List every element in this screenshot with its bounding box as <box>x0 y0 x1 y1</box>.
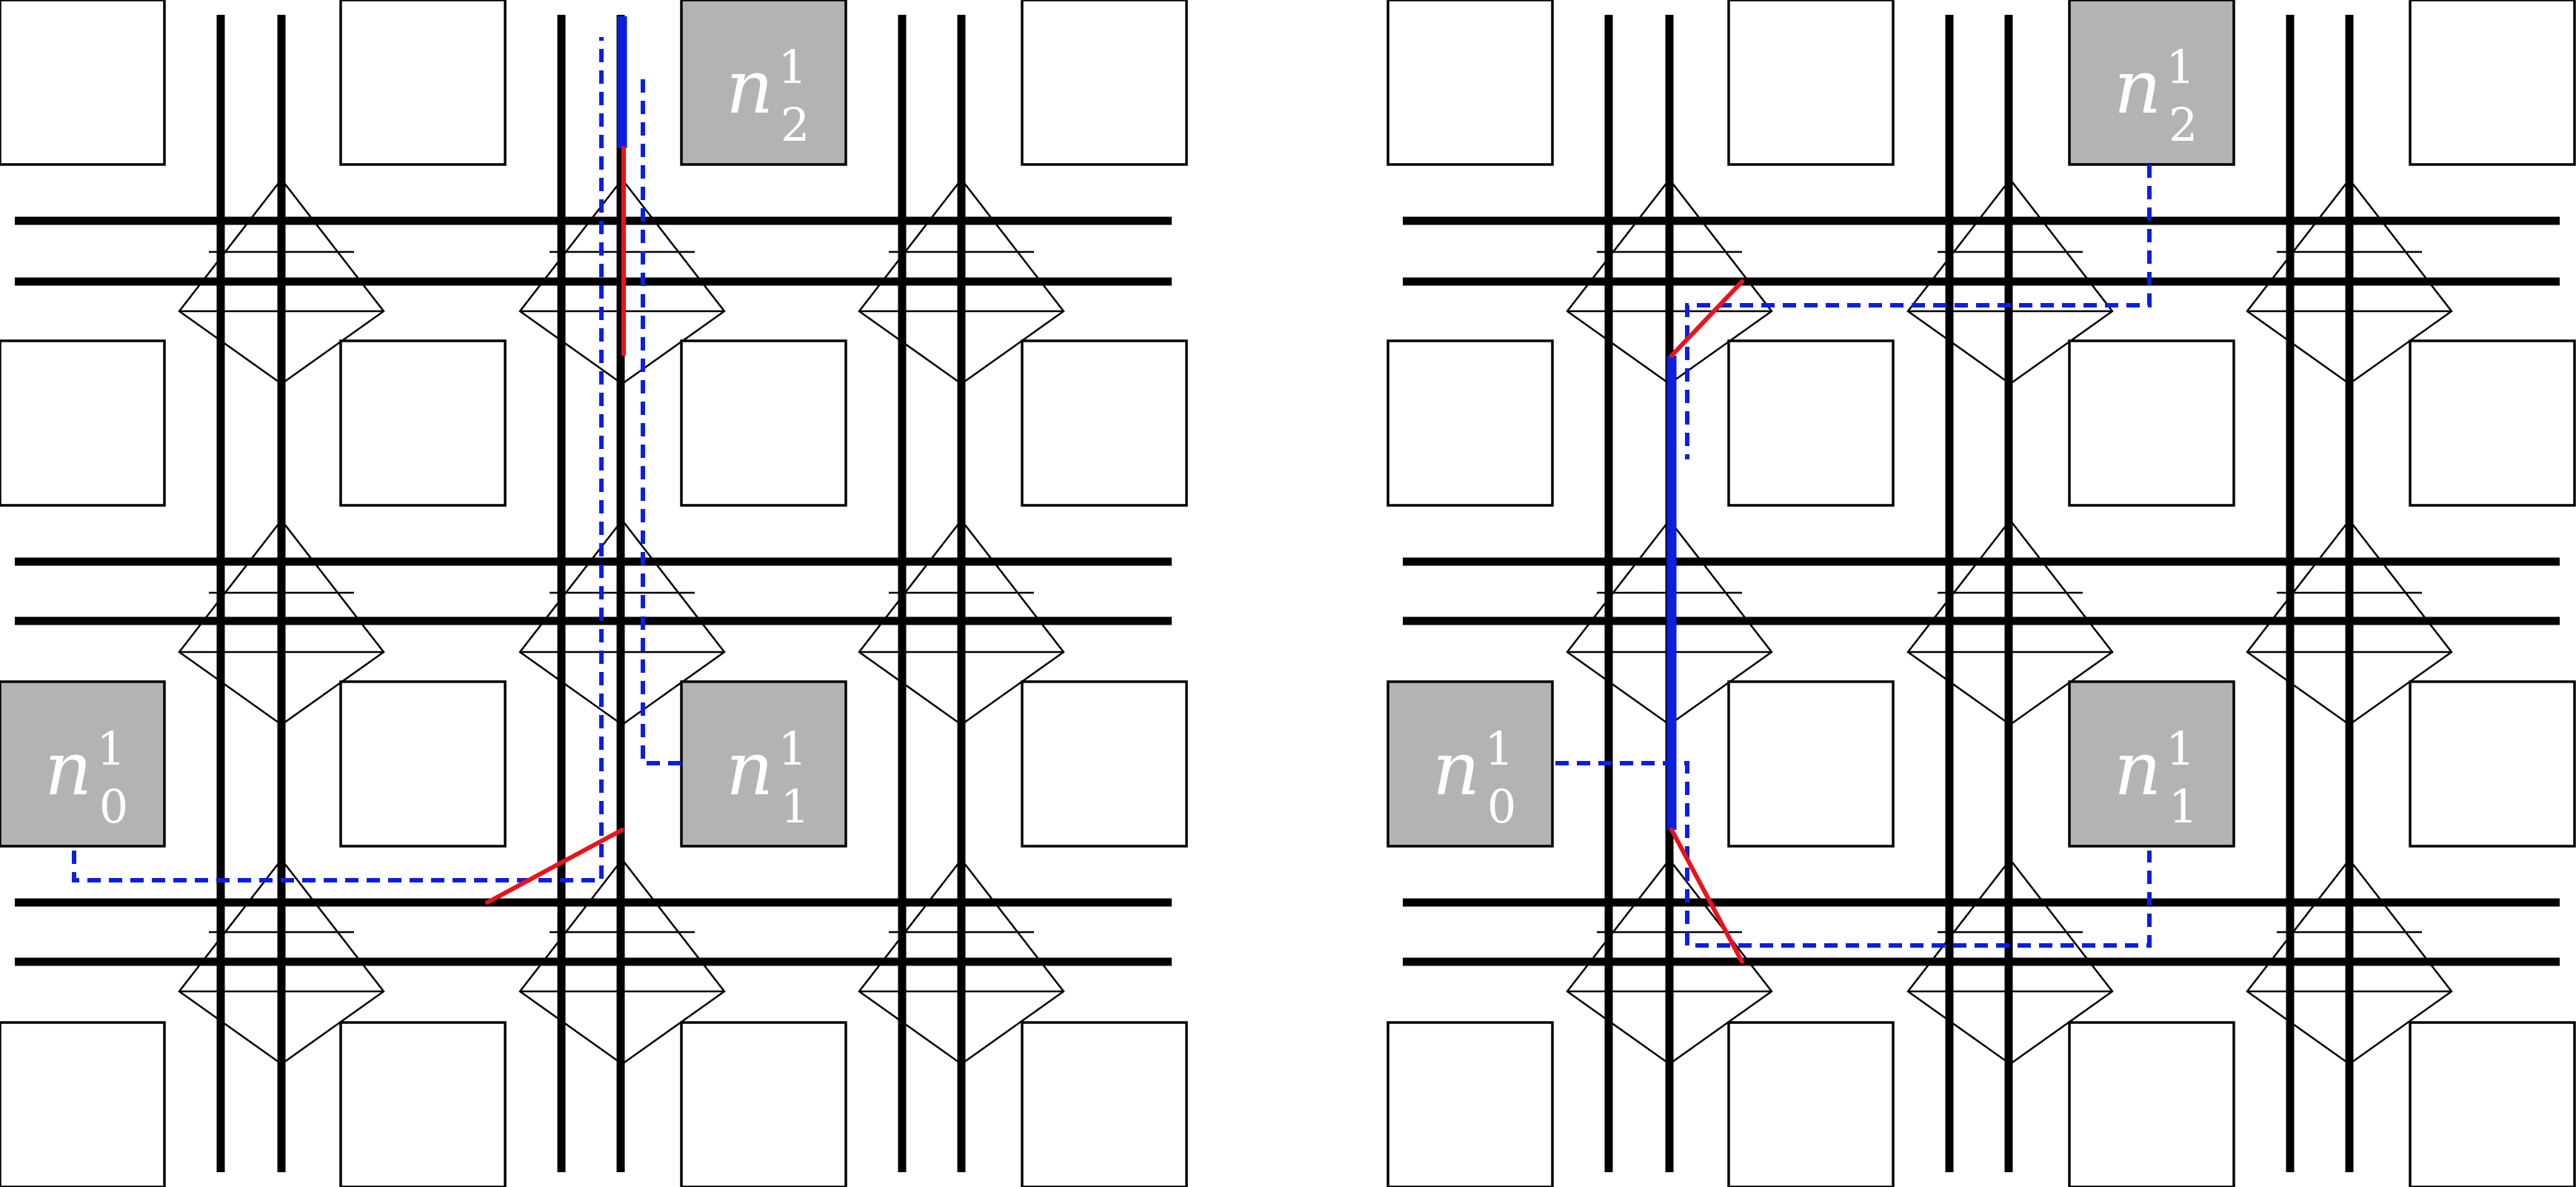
logic-block <box>1387 1021 1554 1187</box>
logic-block <box>680 339 847 507</box>
terminal-block <box>0 680 166 848</box>
logic-block <box>2068 1021 2235 1187</box>
switch-highlight <box>1669 279 1744 358</box>
logic-block <box>0 339 166 507</box>
logic-block <box>2409 339 2576 507</box>
logic-block <box>339 680 507 848</box>
terminal-label-sup: 1 <box>778 722 807 776</box>
logic-block <box>1387 0 1554 166</box>
terminal-label-base: n <box>1432 725 1480 812</box>
terminal-label-sub: 0 <box>1487 779 1516 834</box>
logic-block <box>2409 1021 2576 1187</box>
terminal-label-sub: 2 <box>781 98 810 152</box>
logic-block <box>1021 0 1188 166</box>
terminal-block <box>680 0 847 166</box>
logic-block <box>0 1021 166 1187</box>
terminal-label-base: n <box>726 44 773 130</box>
terminal-label-n0: n1 0 <box>1432 722 1516 834</box>
route-n1 <box>641 76 681 765</box>
terminal-label-sub: 2 <box>2169 98 2198 152</box>
logic-block <box>1021 339 1188 507</box>
logic-block <box>1727 1021 1895 1187</box>
logic-block <box>1021 1021 1188 1187</box>
logic-block <box>339 0 507 166</box>
terminal-label-base: n <box>726 725 773 812</box>
logic-block <box>2409 680 2576 848</box>
logic-block <box>339 339 507 507</box>
terminal-label-sub: 1 <box>781 779 810 834</box>
terminal-label-n2: n1 2 <box>726 40 810 152</box>
logic-block <box>0 0 166 166</box>
terminal-block <box>2068 0 2235 166</box>
terminal-label-sup: 1 <box>2166 722 2195 776</box>
switch-highlight <box>485 828 624 905</box>
terminal-label-n2: n1 2 <box>2114 40 2198 152</box>
logic-block <box>1727 339 1895 507</box>
terminal-label-n0: n1 0 <box>44 722 128 834</box>
switch-highlight <box>1669 828 1744 964</box>
logic-block <box>680 1021 847 1187</box>
logic-block <box>339 1021 507 1187</box>
terminal-block <box>2068 680 2235 848</box>
terminal-label-base: n <box>44 725 92 812</box>
panel-right: n1 0 n1 1n1 2 <box>1387 0 2576 1187</box>
logic-block <box>1727 680 1895 848</box>
logic-block <box>2068 339 2235 507</box>
terminal-label-base: n <box>2114 725 2161 812</box>
terminal-label-n1: n1 1 <box>726 722 810 834</box>
terminal-label-sup: 1 <box>2166 40 2195 94</box>
route-n0 <box>72 37 604 882</box>
logic-block <box>2409 0 2576 166</box>
terminal-label-sup: 1 <box>1484 722 1513 776</box>
terminal-label-sup: 1 <box>778 40 807 94</box>
route-n0 <box>1555 761 2152 948</box>
panel-left: n1 0 n1 1n1 2 <box>0 0 1188 1187</box>
logic-block <box>1387 339 1554 507</box>
terminal-label-sub: 1 <box>2169 779 2198 834</box>
terminal-label-n1: n1 1 <box>2114 722 2198 834</box>
logic-block <box>1021 680 1188 848</box>
terminal-block <box>1387 680 1554 848</box>
terminal-label-base: n <box>2114 44 2161 130</box>
terminal-label-sub: 0 <box>99 779 128 834</box>
route-n2 <box>1685 164 2152 459</box>
logic-block <box>1727 0 1895 166</box>
terminal-label-sup: 1 <box>96 722 125 776</box>
